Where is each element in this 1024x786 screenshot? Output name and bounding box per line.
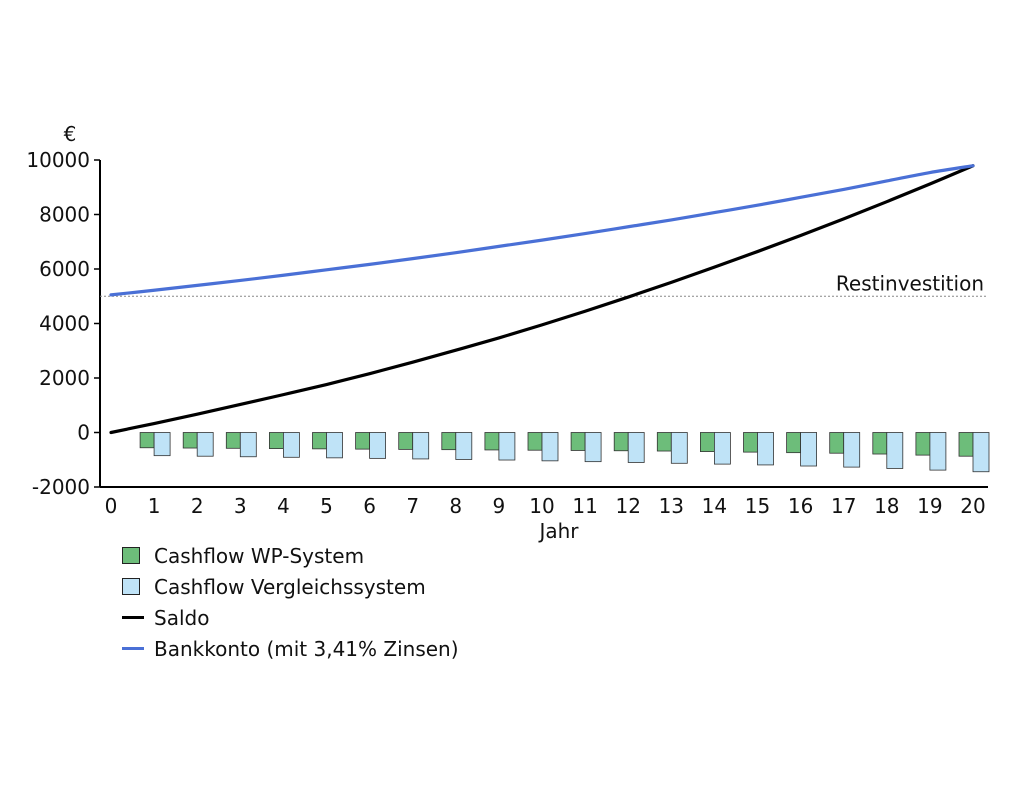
bar-vergleichssystem [584, 432, 602, 463]
bar-wp-system [398, 432, 414, 450]
x-tick-label: 0 [105, 494, 118, 518]
legend-item-vergleich: Cashflow Vergleichssystem [122, 571, 459, 602]
x-tick-label: 13 [659, 494, 684, 518]
x-tick-label: 3 [234, 494, 247, 518]
bar-wp-system [441, 432, 457, 451]
bar-wp-system [786, 432, 801, 454]
bar-wp-system [139, 432, 155, 449]
legend-swatch-wp [122, 547, 140, 564]
x-tick-label: 19 [917, 494, 942, 518]
bar-wp-system [743, 432, 758, 453]
x-tick-label: 10 [529, 494, 554, 518]
x-tick-label: 12 [615, 494, 640, 518]
bar-vergleichssystem [498, 432, 516, 461]
y-tick-label: 4000 [39, 312, 90, 336]
x-tick-label: 6 [363, 494, 376, 518]
legend-swatch-bankkonto [122, 647, 144, 650]
line-saldo [109, 164, 975, 435]
x-tick-label: 9 [493, 494, 506, 518]
bar-wp-system [872, 432, 888, 455]
bar-wp-system [182, 432, 198, 449]
x-tick-label: 4 [277, 494, 290, 518]
x-tick-label: 20 [960, 494, 985, 518]
bar-vergleichssystem [326, 432, 343, 459]
reference-line-label: Restinvestition [836, 271, 984, 295]
bar-wp-system [268, 432, 284, 449]
legend: Cashflow WP-System Cashflow Vergleichssy… [122, 540, 459, 664]
bar-vergleichssystem [196, 432, 214, 457]
x-tick-label: 14 [702, 494, 727, 518]
bar-wp-system [484, 432, 500, 451]
legend-label-vergleich: Cashflow Vergleichssystem [154, 574, 426, 599]
bar-wp-system [527, 432, 543, 451]
x-tick-label: 17 [831, 494, 856, 518]
bar-wp-system [958, 432, 974, 457]
x-tick-label: 16 [788, 494, 813, 518]
bar-vergleichssystem [282, 432, 300, 458]
bar-wp-system [225, 432, 241, 449]
x-tick-label: 8 [449, 494, 462, 518]
legend-label-wp: Cashflow WP-System [154, 543, 365, 568]
bar-vergleichssystem [239, 432, 257, 458]
x-tick-label: 7 [406, 494, 419, 518]
bar-vergleichssystem [455, 432, 473, 460]
bar-vergleichssystem [886, 432, 904, 469]
legend-item-bankkonto: Bankkonto (mit 3,41% Zinsen) [122, 633, 459, 664]
bar-vergleichssystem [714, 432, 731, 465]
bar-vergleichssystem [412, 432, 430, 460]
legend-swatch-vergleich [122, 578, 140, 595]
y-tick-label: 0 [77, 421, 90, 445]
bar-vergleichssystem [757, 432, 774, 466]
legend-swatch-saldo [122, 616, 144, 619]
x-axis-label: Jahr [537, 519, 579, 543]
legend-label-bankkonto: Bankkonto (mit 3,41% Zinsen) [154, 636, 459, 661]
bar-wp-system [915, 432, 931, 456]
bar-wp-system [656, 432, 672, 452]
x-tick-label: 15 [745, 494, 770, 518]
bar-vergleichssystem [627, 432, 645, 463]
bar-wp-system [700, 432, 715, 452]
bar-wp-system [829, 432, 845, 454]
bar-vergleichssystem [541, 432, 559, 462]
y-axis-label: € [64, 122, 77, 146]
x-tick-label: 5 [320, 494, 333, 518]
x-tick-label: 1 [148, 494, 161, 518]
x-tick-label: 2 [191, 494, 204, 518]
bar-wp-system [312, 432, 327, 450]
line-bankkonto [109, 164, 975, 297]
y-tick-label: 2000 [39, 366, 90, 390]
y-tick-label: 10000 [26, 148, 90, 172]
legend-label-saldo: Saldo [154, 605, 210, 630]
bar-vergleichssystem [929, 432, 947, 471]
bar-vergleichssystem [369, 432, 387, 459]
y-tick-label: 8000 [39, 203, 90, 227]
bar-vergleichssystem [800, 432, 817, 467]
bar-vergleichssystem [843, 432, 861, 468]
bar-vergleichssystem [153, 432, 171, 457]
bar-vergleichssystem [670, 432, 688, 464]
bar-wp-system [570, 432, 586, 451]
legend-item-wp: Cashflow WP-System [122, 540, 459, 571]
bar-wp-system [613, 432, 629, 452]
x-tick-label: 11 [572, 494, 597, 518]
legend-item-saldo: Saldo [122, 602, 459, 633]
bar-vergleichssystem [972, 432, 990, 473]
y-tick-label: 6000 [39, 257, 90, 281]
y-tick-label: -2000 [32, 475, 90, 499]
bar-wp-system [355, 432, 371, 450]
x-tick-label: 18 [874, 494, 899, 518]
